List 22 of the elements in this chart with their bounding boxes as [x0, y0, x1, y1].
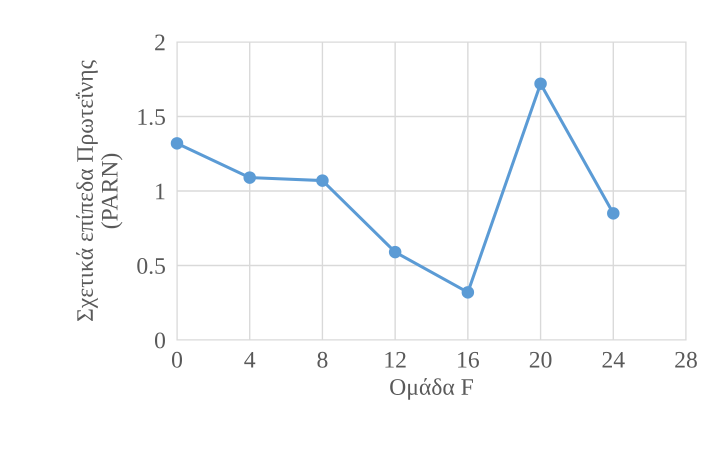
- y-tick-label: 1: [156, 184, 164, 200]
- x-tick-label: 20: [530, 352, 552, 368]
- x-tick-label: 12: [385, 352, 406, 368]
- x-axis-title: Ομάδα F: [390, 378, 473, 400]
- point: [243, 171, 256, 184]
- x-tick-label: 0: [172, 352, 182, 368]
- x-tick-label: 4: [244, 352, 256, 368]
- y-axis-title: Σχετικά επίπεδα Πρωτεΐνης (PARN): [76, 60, 122, 322]
- point: [388, 246, 402, 258]
- x-tick-label: 28: [675, 352, 697, 368]
- y-tick-label: 0.5: [137, 258, 165, 274]
- y-tick-label: 2: [155, 34, 165, 50]
- y-tick-label: 1.5: [138, 109, 165, 126]
- point: [462, 286, 474, 299]
- x-tick-label: 24: [602, 352, 625, 368]
- point: [316, 174, 329, 187]
- point: [607, 207, 620, 220]
- y-tick-label: 0: [154, 332, 165, 348]
- x-tick-label: 8: [317, 352, 328, 368]
- point: [170, 137, 184, 150]
- x-tick-label: 16: [458, 352, 479, 368]
- point: [534, 77, 547, 90]
